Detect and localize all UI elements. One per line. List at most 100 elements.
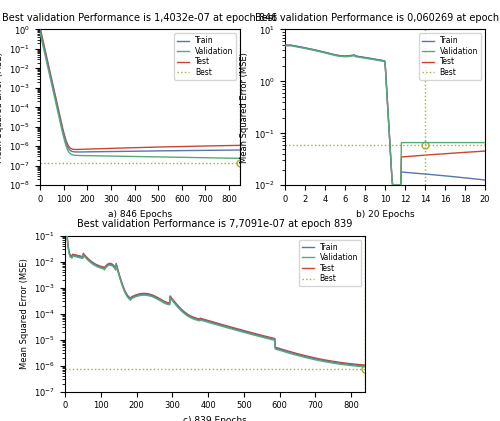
Best [292,142,298,147]
Y-axis label: Mean Squared Error (MSE): Mean Squared Error (MSE) [240,52,249,163]
Line: Validation: Validation [285,46,485,185]
Train [482,178,488,183]
Best [37,160,43,165]
Test [296,352,302,357]
Test [402,154,407,159]
Train [390,183,396,188]
Line: Test: Test [285,45,485,185]
Train [80,149,86,155]
Test [98,146,104,151]
Train [140,292,146,297]
Test [282,43,288,48]
Test [156,144,162,149]
Train [288,350,294,355]
Validation [288,352,294,357]
Line: Train: Train [65,221,364,366]
Validation [66,149,72,155]
Train [402,170,407,175]
Train [37,27,43,32]
Legend: Train, Validation, Test, Best: Train, Validation, Test, Best [299,240,361,286]
Train [98,149,104,154]
Test [482,149,488,154]
Test [282,43,288,48]
Train [66,147,72,152]
Train [405,170,411,175]
Best [62,366,68,371]
Validation [155,155,161,160]
Train [62,219,68,224]
Title: Best validation Performance is 1,4032e-07 at epoch 846: Best validation Performance is 1,4032e-0… [2,13,278,23]
Validation [140,293,146,298]
Validation [104,264,110,269]
Validation [405,140,411,145]
Validation [164,302,170,307]
Train [237,147,243,152]
Test [66,144,72,149]
Legend: Train, Validation, Test, Best: Train, Validation, Test, Best [419,33,481,80]
Validation [76,153,82,158]
Test [62,134,68,139]
Test [74,147,80,152]
Test [140,291,146,296]
Train [76,149,82,155]
Validation [401,140,407,145]
Train [282,43,288,48]
Test [62,218,68,223]
Validation [362,364,368,369]
Line: Validation: Validation [40,32,240,158]
Train [296,352,302,357]
Line: Train: Train [285,45,485,185]
Validation [80,153,86,158]
Test [80,147,86,152]
Legend: Train, Validation, Test, Best: Train, Validation, Test, Best [174,33,236,80]
Line: Validation: Validation [65,223,364,367]
Best [62,366,68,371]
Test [451,151,457,156]
Validation [37,30,43,35]
Test [390,183,396,188]
Test [401,154,407,159]
Test [288,349,294,354]
Train [464,176,470,181]
Train [401,170,407,175]
Train [282,43,288,48]
Test [237,143,243,148]
X-axis label: c) 839 Epochs: c) 839 Epochs [183,416,247,421]
Validation [62,220,68,225]
Train [62,136,68,141]
Validation [464,140,470,145]
Train [104,263,110,268]
Validation [402,140,407,145]
Test [76,147,82,152]
Train [164,301,170,306]
Y-axis label: Mean Squared Error (MSE): Mean Squared Error (MSE) [20,258,28,369]
Validation [482,140,488,145]
Test [353,362,359,367]
X-axis label: b) 20 Epochs: b) 20 Epochs [356,210,414,218]
Test [464,150,470,155]
Test [37,25,43,30]
Line: Train: Train [40,29,240,152]
Y-axis label: Mean Squared Error (MSE): Mean Squared Error (MSE) [0,52,4,163]
Test [104,262,110,267]
Train [353,362,359,368]
Validation [296,353,302,358]
Validation [98,153,104,158]
Test [164,300,170,305]
Line: Test: Test [40,27,240,149]
Title: Best validation Performance is 7,7091e-07 at epoch 839: Best validation Performance is 7,7091e-0… [78,219,352,229]
Validation [282,43,288,48]
Train [75,149,81,155]
Validation [353,364,359,369]
Train [156,148,162,153]
Train [362,363,368,368]
Validation [390,183,396,188]
Test [405,154,411,159]
Validation [451,140,457,145]
X-axis label: a) 846 Epochs: a) 846 Epochs [108,210,172,218]
Train [451,174,457,179]
Line: Test: Test [65,221,364,365]
Validation [237,156,243,161]
Title: Best validation Performance is 0,060269 at epoch 14: Best validation Performance is 0,060269 … [256,13,500,23]
Best [37,160,43,165]
